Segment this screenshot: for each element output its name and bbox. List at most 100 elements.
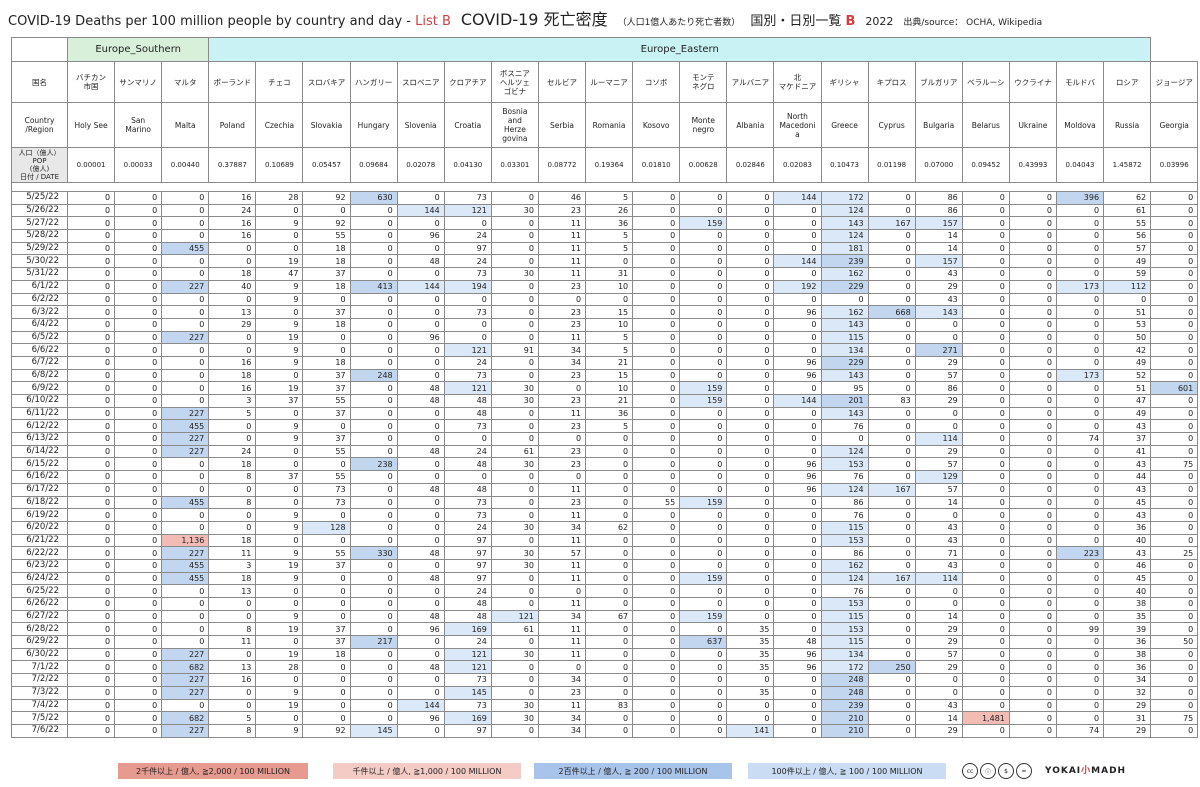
value-cell: 0 [1150,533,1199,548]
value-cell: 121 [443,381,492,395]
value-cell: 0 [443,216,492,231]
value-cell: 83 [867,394,916,408]
value-cell: 0 [632,406,681,421]
value-cell: 0 [302,203,351,218]
population-cell: 0.05457 [302,147,351,183]
value-cell: 46 [537,191,587,205]
value-cell: 0 [490,216,539,231]
value-cell: 0 [867,191,916,205]
value-cell: 16 [208,191,257,205]
value-cell: 0 [867,584,916,598]
value-cell: 0 [255,444,304,459]
value-cell: 0 [349,305,398,319]
table-row: 7/6/22 0 0 227 8 9 92 145 0 97 0 34 0 0 0 141 0 210 0 29 0 0 7… [11,723,1199,738]
value-cell: 0 [773,571,822,586]
value-cell: 18 [208,533,257,548]
date-cell: 7/3/22 [11,685,68,700]
value-cell: 0 [537,470,587,484]
value-cell: 28 [255,191,304,205]
country-jp: ロシア [1103,61,1152,103]
value-cell: 0 [726,698,775,713]
value-cell: 57 [914,457,963,472]
value-cell: 0 [773,597,822,611]
value-cell: 0 [255,597,304,611]
value-cell: 455 [161,495,210,510]
value-cell: 0 [867,723,916,738]
value-cell: 0 [679,267,728,281]
value-cell: 9 [255,292,304,307]
value-cell: 0 [726,267,775,281]
value-cell: 162 [820,267,869,281]
value-cell: 229 [820,279,869,294]
value-cell: 0 [585,546,634,560]
value-cell: 0 [867,381,916,395]
value-cell: 145 [349,723,398,738]
table-row: 6/29/22 0 0 0 11 0 37 217 0 24 0 11 0 0 637 35 48 115 0 29 0… [11,635,1199,649]
table-row: 5/31/22 0 0 0 18 47 37 0 0 73 30 11 31 0 0 0 0 162 0 43 0 0 0 5… [11,267,1199,281]
value-cell: 0 [66,355,116,370]
value-cell: 9 [255,723,304,738]
value-cell: 0 [867,444,916,459]
value-cell: 227 [161,546,210,560]
date-cell: 6/28/22 [11,622,68,637]
value-cell: 0 [679,305,728,319]
value-cell: 0 [961,191,1010,205]
value-cell: 11 [537,406,587,421]
value-cell: 0 [1008,267,1057,281]
table-row: 6/27/22 0 0 0 0 9 0 0 48 48 121 34 67 0 159 0 0 115 0 14 0 0 0… [11,609,1199,624]
value-cell: 0 [961,470,1010,484]
value-cell: 0 [66,495,116,510]
value-cell: 0 [632,229,681,243]
value-cell: 0 [490,292,539,307]
value-cell: 0 [961,571,1010,586]
value-cell: 0 [66,647,116,662]
table-row: 6/22/22 0 0 227 11 9 55 330 48 97 30 57 0 0 0 0 0 86 0 71 0 0… [11,546,1199,560]
value-cell: 0 [66,343,116,357]
date-cell: 6/16/22 [11,470,68,484]
value-cell: 30 [490,267,539,281]
value-cell: 53 [1103,317,1152,332]
value-cell: 5 [585,343,634,357]
value-cell: 0 [396,457,445,472]
value-cell: 0 [679,647,728,662]
value-cell: 96 [773,482,822,497]
value-cell: 48 [443,394,492,408]
value-cell: 16 [208,216,257,231]
value-cell: 0 [1055,609,1105,624]
value-cell: 0 [679,711,728,725]
value-cell: 0 [1008,254,1057,269]
country-en: Malta [161,102,210,148]
value-cell: 0 [349,673,398,687]
value-cell: 16 [208,673,257,687]
country-en: Belarus [961,102,1010,148]
country-jp: モンテ ネグロ [679,61,728,103]
value-cell: 0 [1055,292,1105,307]
value-cell: 59 [1103,267,1152,281]
value-cell: 0 [396,343,445,357]
country-jp: モルドバ [1055,61,1105,103]
value-cell: 0 [490,406,539,421]
value-cell: 0 [396,406,445,421]
list-label: List B [415,14,451,29]
value-cell: 153 [820,597,869,611]
country-jp: キプロス [867,61,916,103]
value-cell: 0 [961,368,1010,383]
table-row: 6/12/22 0 0 455 0 9 0 0 0 73 0 23 5 0 0 0 0 76 0 0 0 0 0 43 0 [11,419,1199,434]
value-cell: 13 [208,660,257,675]
value-cell: 0 [490,533,539,548]
value-cell: 0 [1008,279,1057,294]
value-cell: 210 [820,711,869,725]
value-cell: 26 [585,203,634,218]
value-cell: 167 [867,571,916,586]
value-cell: 0 [1150,558,1199,573]
value-cell: 11 [208,635,257,649]
value-cell: 23 [537,685,587,700]
country-en: Slovakia [302,102,351,148]
value-cell: 73 [443,368,492,383]
value-cell: 0 [726,470,775,484]
value-cell: 0 [585,635,634,649]
value-cell: 0 [161,457,210,472]
value-cell: 0 [1008,406,1057,421]
value-cell: 0 [443,330,492,345]
value-cell: 0 [114,660,163,675]
